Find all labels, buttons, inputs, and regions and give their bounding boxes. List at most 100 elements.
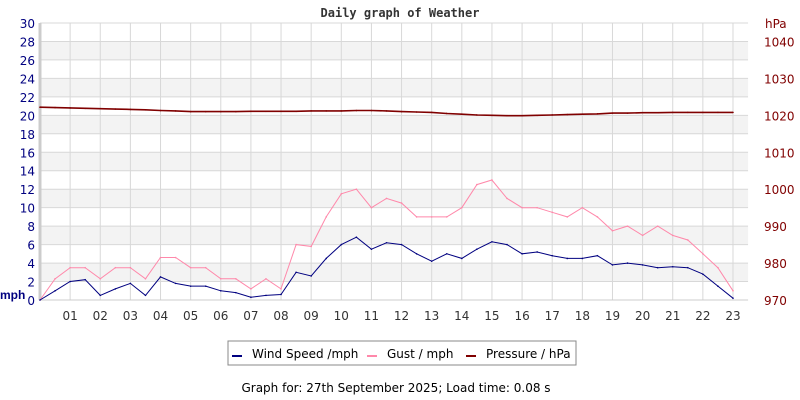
data-point — [340, 243, 343, 246]
grid-bands — [40, 23, 749, 300]
y-tick-label: 18 — [20, 128, 35, 142]
y-tick-label: 16 — [20, 146, 35, 160]
data-point — [445, 253, 448, 255]
y-tick-label: 24 — [20, 72, 35, 86]
data-point — [400, 110, 403, 113]
grid-band — [40, 152, 749, 171]
y2-tick-label: 1000 — [764, 183, 795, 197]
data-point — [596, 216, 599, 218]
data-point — [235, 277, 237, 280]
data-point — [385, 110, 388, 112]
data-point — [551, 114, 554, 116]
y-tick-label: 30 — [20, 17, 35, 31]
x-tick-label: 14 — [454, 309, 469, 323]
data-point — [611, 112, 614, 114]
data-point — [626, 262, 629, 264]
x-tick-label: 16 — [514, 309, 529, 323]
data-point — [385, 197, 388, 200]
y-tick-label: 4 — [27, 257, 35, 271]
data-point — [114, 108, 117, 110]
x-tick-label: 03 — [123, 309, 138, 323]
data-point — [491, 241, 493, 243]
grid-band — [40, 263, 749, 282]
data-point — [476, 183, 478, 186]
data-point — [445, 216, 448, 218]
data-point — [114, 266, 117, 269]
data-point — [189, 110, 192, 113]
legend-label: Wind Speed /mph — [252, 347, 358, 361]
data-point — [506, 243, 508, 246]
data-point — [702, 273, 704, 275]
data-point — [430, 216, 433, 218]
data-point — [144, 294, 147, 297]
data-point — [536, 206, 538, 209]
data-point — [280, 288, 282, 290]
data-point — [385, 241, 388, 244]
data-point — [174, 282, 177, 285]
data-point — [626, 225, 629, 227]
data-point — [159, 256, 162, 259]
data-point — [476, 114, 478, 116]
data-point — [144, 108, 147, 111]
data-point — [370, 109, 373, 112]
data-point — [99, 107, 102, 110]
data-point — [732, 111, 734, 114]
y-tick-label: 20 — [20, 109, 35, 123]
data-point — [325, 110, 328, 112]
data-point — [99, 277, 102, 280]
data-point — [325, 257, 328, 260]
x-tick-label: 07 — [243, 309, 258, 323]
data-point — [295, 110, 297, 113]
data-point — [39, 106, 41, 109]
data-point — [310, 110, 312, 112]
x-tick-label: 09 — [304, 309, 319, 323]
x-tick-label: 02 — [93, 309, 108, 323]
grid-band — [40, 78, 749, 97]
y-tick-label: 2 — [27, 276, 35, 290]
y2-axis-label: hPa — [765, 17, 787, 31]
data-point — [219, 277, 222, 280]
data-point — [370, 206, 373, 209]
data-point — [400, 202, 403, 204]
y2-tick-label: 1020 — [764, 109, 795, 123]
data-point — [265, 110, 267, 113]
data-point — [39, 299, 41, 301]
data-point — [129, 266, 132, 269]
y-tick-label: 22 — [20, 91, 35, 105]
data-point — [626, 112, 629, 114]
data-point — [671, 265, 674, 268]
x-tick-label: 08 — [273, 309, 288, 323]
data-point — [641, 111, 644, 114]
data-point — [415, 216, 418, 218]
data-point — [159, 276, 162, 278]
data-point — [280, 110, 282, 113]
data-point — [219, 289, 222, 292]
grid-band — [40, 189, 749, 208]
data-point — [189, 285, 192, 287]
data-point — [174, 110, 177, 112]
data-point — [671, 234, 674, 237]
data-point — [581, 113, 584, 116]
data-point — [84, 266, 86, 269]
data-point — [611, 264, 614, 266]
data-point — [235, 291, 237, 294]
series-lines — [39, 106, 734, 301]
data-point — [656, 111, 659, 114]
y-tick-label: 8 — [27, 220, 35, 234]
data-point — [536, 114, 538, 117]
data-point — [69, 266, 71, 269]
y-axis-label: mph — [0, 288, 25, 302]
y2-tick-label: 970 — [764, 294, 787, 308]
y-tick-label: 26 — [20, 54, 35, 68]
grid-band — [40, 226, 749, 245]
y2-tick-label: 1010 — [764, 146, 795, 160]
data-point — [596, 113, 599, 115]
y-tick-label: 10 — [20, 202, 35, 216]
data-point — [370, 248, 373, 251]
data-point — [702, 253, 704, 255]
data-point — [355, 188, 358, 190]
x-tick-label: 06 — [213, 309, 228, 323]
data-point — [250, 288, 252, 290]
data-point — [204, 285, 207, 287]
data-point — [566, 257, 569, 260]
